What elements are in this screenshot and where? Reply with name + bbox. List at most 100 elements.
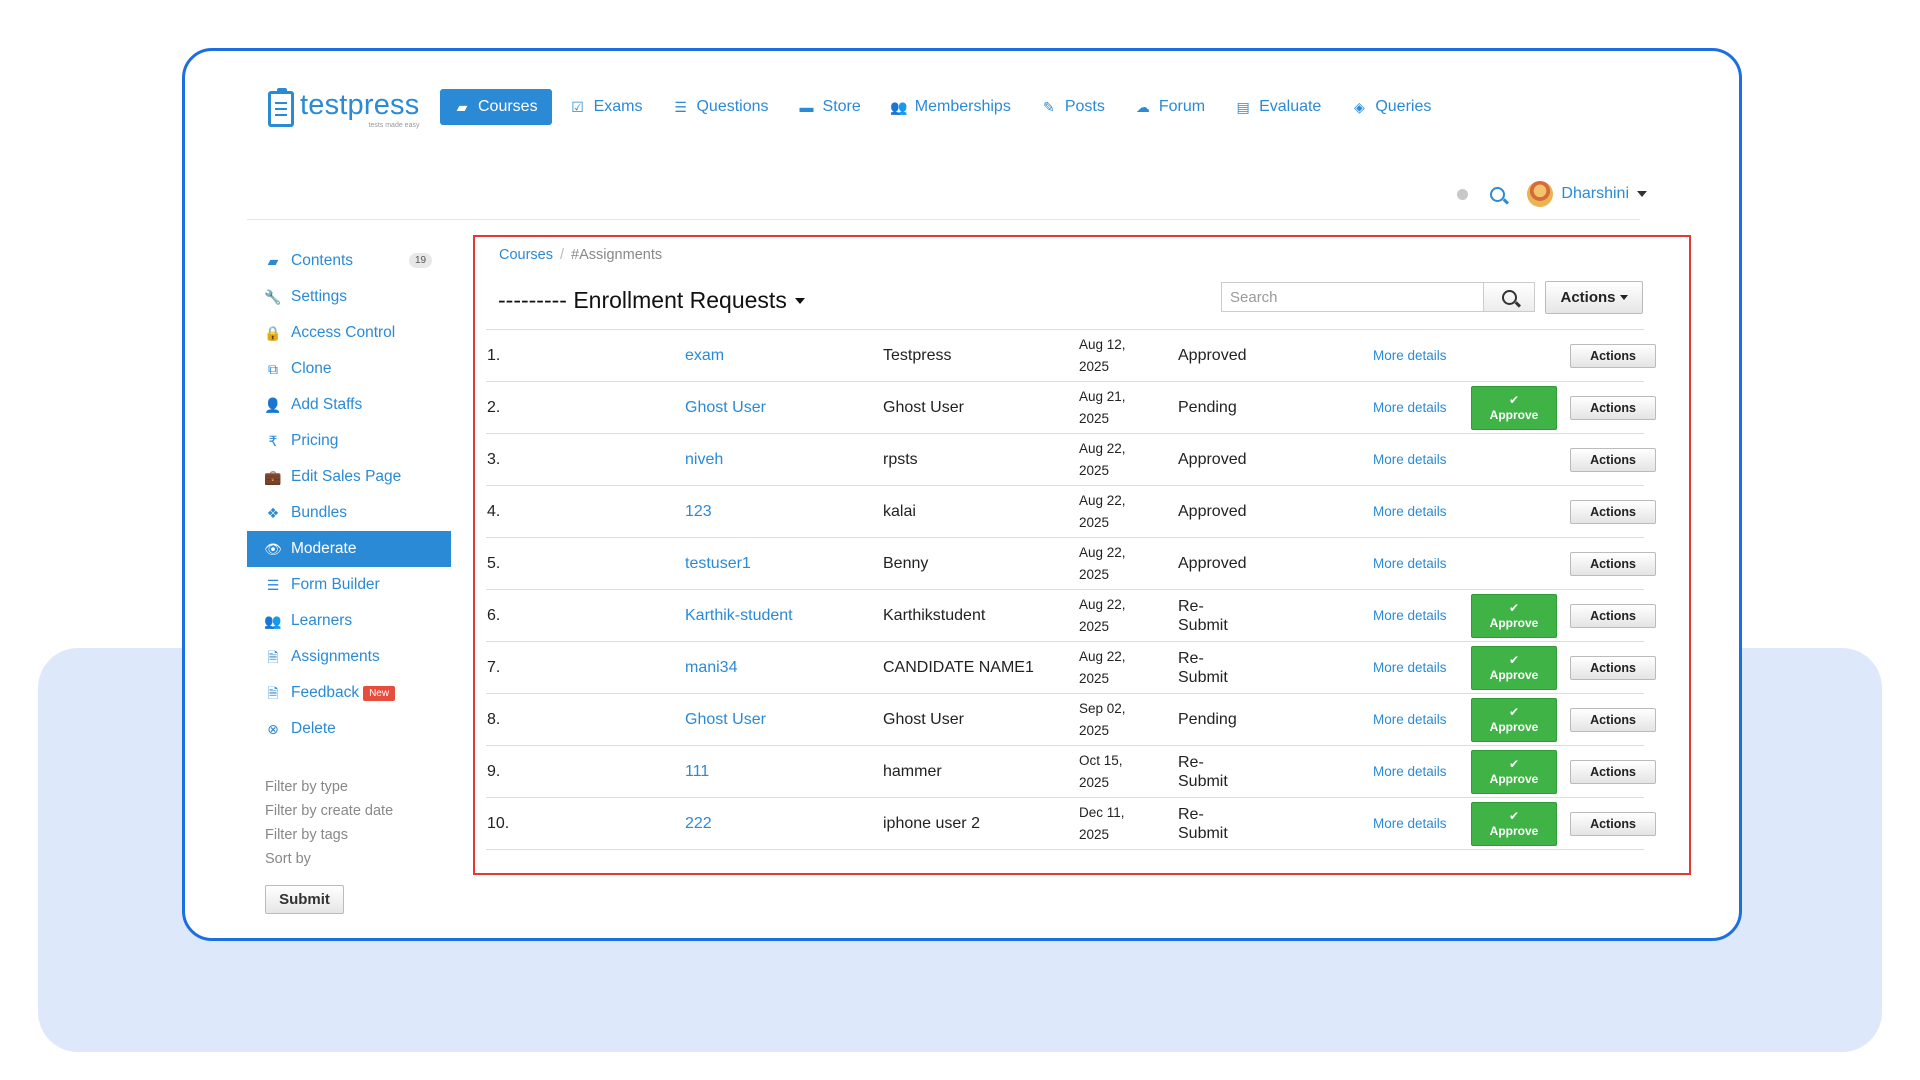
approve-button[interactable]: ✔ Approve xyxy=(1471,646,1557,690)
more-details-link[interactable]: More details xyxy=(1373,712,1447,727)
table-row: 2. Ghost User Ghost User Aug 21, 2025 Pending… xyxy=(486,382,1656,434)
more-details-link[interactable]: More details xyxy=(1373,764,1447,779)
app-window: testpress tests made easy ▰ Courses ☑ Exams… xyxy=(182,48,1742,941)
row-actions-button[interactable]: Actions xyxy=(1570,656,1656,680)
username-link[interactable]: Ghost User xyxy=(685,710,766,728)
sidebar-item-contents[interactable]: ▰ Contents 19 xyxy=(247,243,451,279)
filter-option[interactable]: Sort by xyxy=(265,851,311,867)
sidebar-item-edit-sales-page[interactable]: 💼 Edit Sales Page xyxy=(247,459,451,495)
caret-down-icon xyxy=(1637,191,1647,197)
search-button[interactable] xyxy=(1483,282,1535,312)
username-link[interactable]: testuser1 xyxy=(685,554,751,572)
more-details-link[interactable]: More details xyxy=(1373,400,1447,415)
user-menu[interactable]: Dharshini xyxy=(1527,181,1647,207)
sidebar-item-form-builder[interactable]: ☰ Form Builder xyxy=(247,567,451,603)
nav-courses[interactable]: ▰ Courses xyxy=(440,89,552,125)
approve-button[interactable]: ✔ Approve xyxy=(1471,698,1557,742)
header-divider xyxy=(247,219,1640,220)
more-details-link[interactable]: More details xyxy=(1373,504,1447,519)
sidebar-item-settings[interactable]: 🔧 Settings xyxy=(247,279,451,315)
username-link[interactable]: 111 xyxy=(685,762,710,780)
filter-option[interactable]: Filter by create date xyxy=(265,803,394,819)
sidebar-item-access-control[interactable]: 🔒 Access Control xyxy=(247,315,451,351)
more-details-link[interactable]: More details xyxy=(1373,816,1447,831)
nav-label: Memberships xyxy=(914,98,1011,115)
search-icon[interactable] xyxy=(1490,186,1506,202)
sidebar-item-learners[interactable]: 👥 Learners xyxy=(247,603,451,639)
nav-memberships[interactable]: 👥 Memberships xyxy=(879,89,1023,125)
nav-questions[interactable]: ☰ Questions xyxy=(660,89,780,125)
username-link[interactable]: 123 xyxy=(685,502,712,520)
approve-button[interactable]: ✔ Approve xyxy=(1471,386,1557,430)
brand-logo[interactable]: testpress tests made easy xyxy=(268,88,419,129)
sidebar-item-pricing[interactable]: ₹ Pricing xyxy=(247,423,451,459)
username-link[interactable]: niveh xyxy=(685,450,724,468)
nav-store[interactable]: ▬ Store xyxy=(787,89,873,125)
checklist-icon: ☑ xyxy=(571,99,584,115)
eye-icon: 👁 xyxy=(264,541,282,557)
sidebar-item-add-staffs[interactable]: 👤 Add Staffs xyxy=(247,387,451,423)
sidebar-item-label: Clone xyxy=(291,360,332,377)
sidebar-item-moderate[interactable]: 👁 Moderate xyxy=(247,531,451,567)
date-line-1: Dec 11, xyxy=(1079,804,1125,820)
row-actions-button[interactable]: Actions xyxy=(1570,552,1656,576)
submit-button[interactable]: Submit xyxy=(265,885,344,914)
student-name: rpsts xyxy=(883,450,918,468)
more-details-link[interactable]: More details xyxy=(1373,608,1447,623)
status-text: Approved xyxy=(1178,538,1268,589)
row-number: 2. xyxy=(487,398,501,416)
search-icon xyxy=(1501,289,1517,305)
filter-option[interactable]: Filter by tags xyxy=(265,827,348,843)
row-actions-button[interactable]: Actions xyxy=(1570,604,1656,628)
doc-icon: 🗎 xyxy=(267,685,279,701)
search-input[interactable] xyxy=(1221,282,1483,312)
row-actions-button[interactable]: Actions xyxy=(1570,344,1656,368)
more-details-link[interactable]: More details xyxy=(1373,452,1447,467)
sidebar-item-bundles[interactable]: ❖ Bundles xyxy=(247,495,451,531)
approve-button[interactable]: ✔ Approve xyxy=(1471,802,1557,846)
more-details-link[interactable]: More details xyxy=(1373,556,1447,571)
approve-button[interactable]: ✔ Approve xyxy=(1471,594,1557,638)
sidebar-item-assignments[interactable]: 🗎 Assignments xyxy=(247,639,451,675)
username-link[interactable]: exam xyxy=(685,346,725,364)
row-actions-button[interactable]: Actions xyxy=(1570,396,1656,420)
nav-exams[interactable]: ☑ Exams xyxy=(558,89,655,125)
approve-button[interactable]: ✔ Approve xyxy=(1471,750,1557,794)
row-actions-button[interactable]: Actions xyxy=(1570,760,1656,784)
row-actions-button[interactable]: Actions xyxy=(1570,500,1656,524)
username-link[interactable]: Ghost User xyxy=(685,398,766,416)
date-line-1: Aug 22, xyxy=(1079,544,1126,560)
table-row: 5. testuser1 Benny Aug 22, 2025 Approved More … xyxy=(486,538,1656,590)
nav-label: Questions xyxy=(696,98,769,115)
page-title[interactable]: --------- Enrollment Requests xyxy=(498,287,805,314)
username-link[interactable]: 222 xyxy=(685,814,712,832)
users-icon: 👥 xyxy=(264,613,282,629)
date-line-2: 2025 xyxy=(1079,358,1110,374)
breadcrumb-courses-link[interactable]: Courses xyxy=(499,247,553,263)
username-link[interactable]: mani34 xyxy=(685,658,738,676)
check-icon: ✔ xyxy=(1508,705,1520,719)
nav-queries[interactable]: ◈ Queries xyxy=(1339,89,1443,125)
username-link[interactable]: Karthik-student xyxy=(685,606,793,624)
sidebar-item-label: Settings xyxy=(291,288,348,305)
dropbox-icon: ❖ xyxy=(266,505,280,521)
row-actions-button[interactable]: Actions xyxy=(1570,812,1656,836)
sidebar-item-clone[interactable]: ⧉ Clone xyxy=(247,351,451,387)
notification-dot-icon[interactable] xyxy=(1457,188,1469,200)
nav-evaluate[interactable]: ▤ Evaluate xyxy=(1223,89,1333,125)
sidebar-item-label: Add Staffs xyxy=(291,396,363,413)
row-actions-button[interactable]: Actions xyxy=(1570,708,1656,732)
row-number: 8. xyxy=(487,710,501,728)
row-actions-button[interactable]: Actions xyxy=(1570,448,1656,472)
nav-label: Exams xyxy=(593,98,643,115)
more-details-link[interactable]: More details xyxy=(1373,348,1447,363)
sidebar-item-delete[interactable]: ⊗ Delete xyxy=(247,711,451,747)
nav-forum[interactable]: ☁ Forum xyxy=(1123,89,1217,125)
more-details-link[interactable]: More details xyxy=(1373,660,1447,675)
file-icon: ▤ xyxy=(1236,99,1250,115)
actions-dropdown-button[interactable]: Actions xyxy=(1545,281,1643,314)
sidebar-item-feedback[interactable]: 🗎 Feedback New xyxy=(247,675,451,711)
nav-label: Forum xyxy=(1158,98,1206,115)
nav-posts[interactable]: ✎ Posts xyxy=(1029,89,1117,125)
filter-option[interactable]: Filter by type xyxy=(265,779,348,795)
